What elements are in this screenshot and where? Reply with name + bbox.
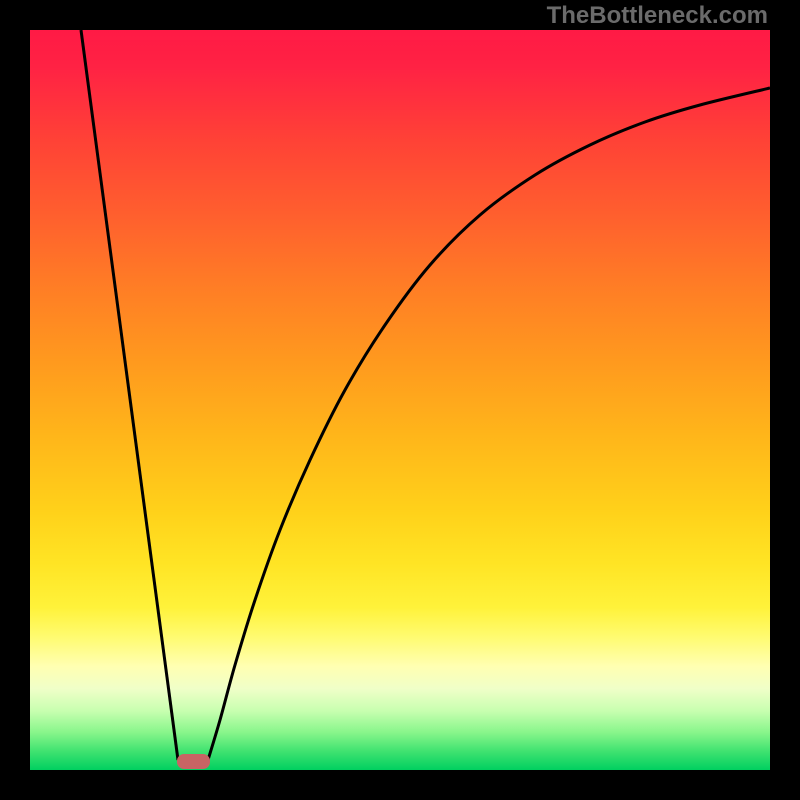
watermark-text: TheBottleneck.com: [547, 2, 768, 30]
right-curve: [208, 88, 770, 760]
plot-area: [30, 30, 770, 770]
curve-svg: [30, 30, 770, 770]
minimum-marker: [177, 754, 210, 769]
left-line: [81, 30, 178, 760]
chart-frame: TheBottleneck.com: [0, 0, 800, 800]
